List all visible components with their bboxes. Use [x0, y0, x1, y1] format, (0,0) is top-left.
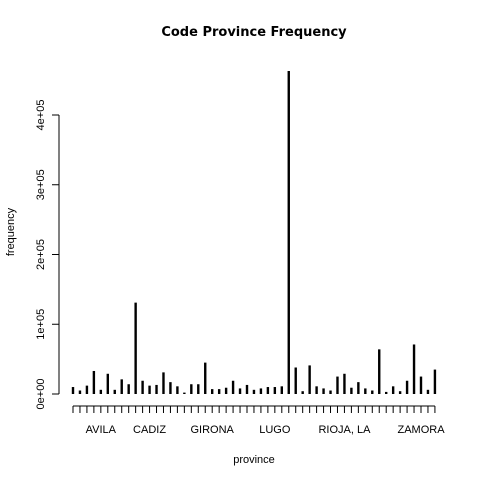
- y-tick-label: 3e+05: [35, 169, 47, 200]
- y-axis: 0e+00 1e+05 2e+05 3e+05 4e+05: [35, 100, 60, 410]
- y-tick-label: 4e+05: [35, 100, 47, 131]
- x-axis-label: province: [233, 454, 275, 466]
- x-axis: AVILA CADIZ GIRONA LUGO RIOJA, LA ZAMORA: [72, 405, 445, 436]
- x-tick-label: RIOJA, LA: [318, 424, 371, 436]
- bars: [71, 71, 437, 394]
- y-axis-label: frequency: [5, 207, 17, 256]
- x-tick-label: LUGO: [259, 424, 291, 436]
- x-tick-label: ZAMORA: [397, 424, 445, 436]
- x-tick-label: CADIZ: [133, 424, 166, 436]
- x-tick-label: AVILA: [86, 424, 117, 436]
- chart-title: Code Province Frequency: [161, 25, 347, 40]
- y-tick-label: 0e+00: [35, 379, 47, 410]
- y-tick-label: 1e+05: [35, 309, 47, 340]
- x-tick-label: GIRONA: [190, 424, 234, 436]
- y-tick-label: 2e+05: [35, 239, 47, 270]
